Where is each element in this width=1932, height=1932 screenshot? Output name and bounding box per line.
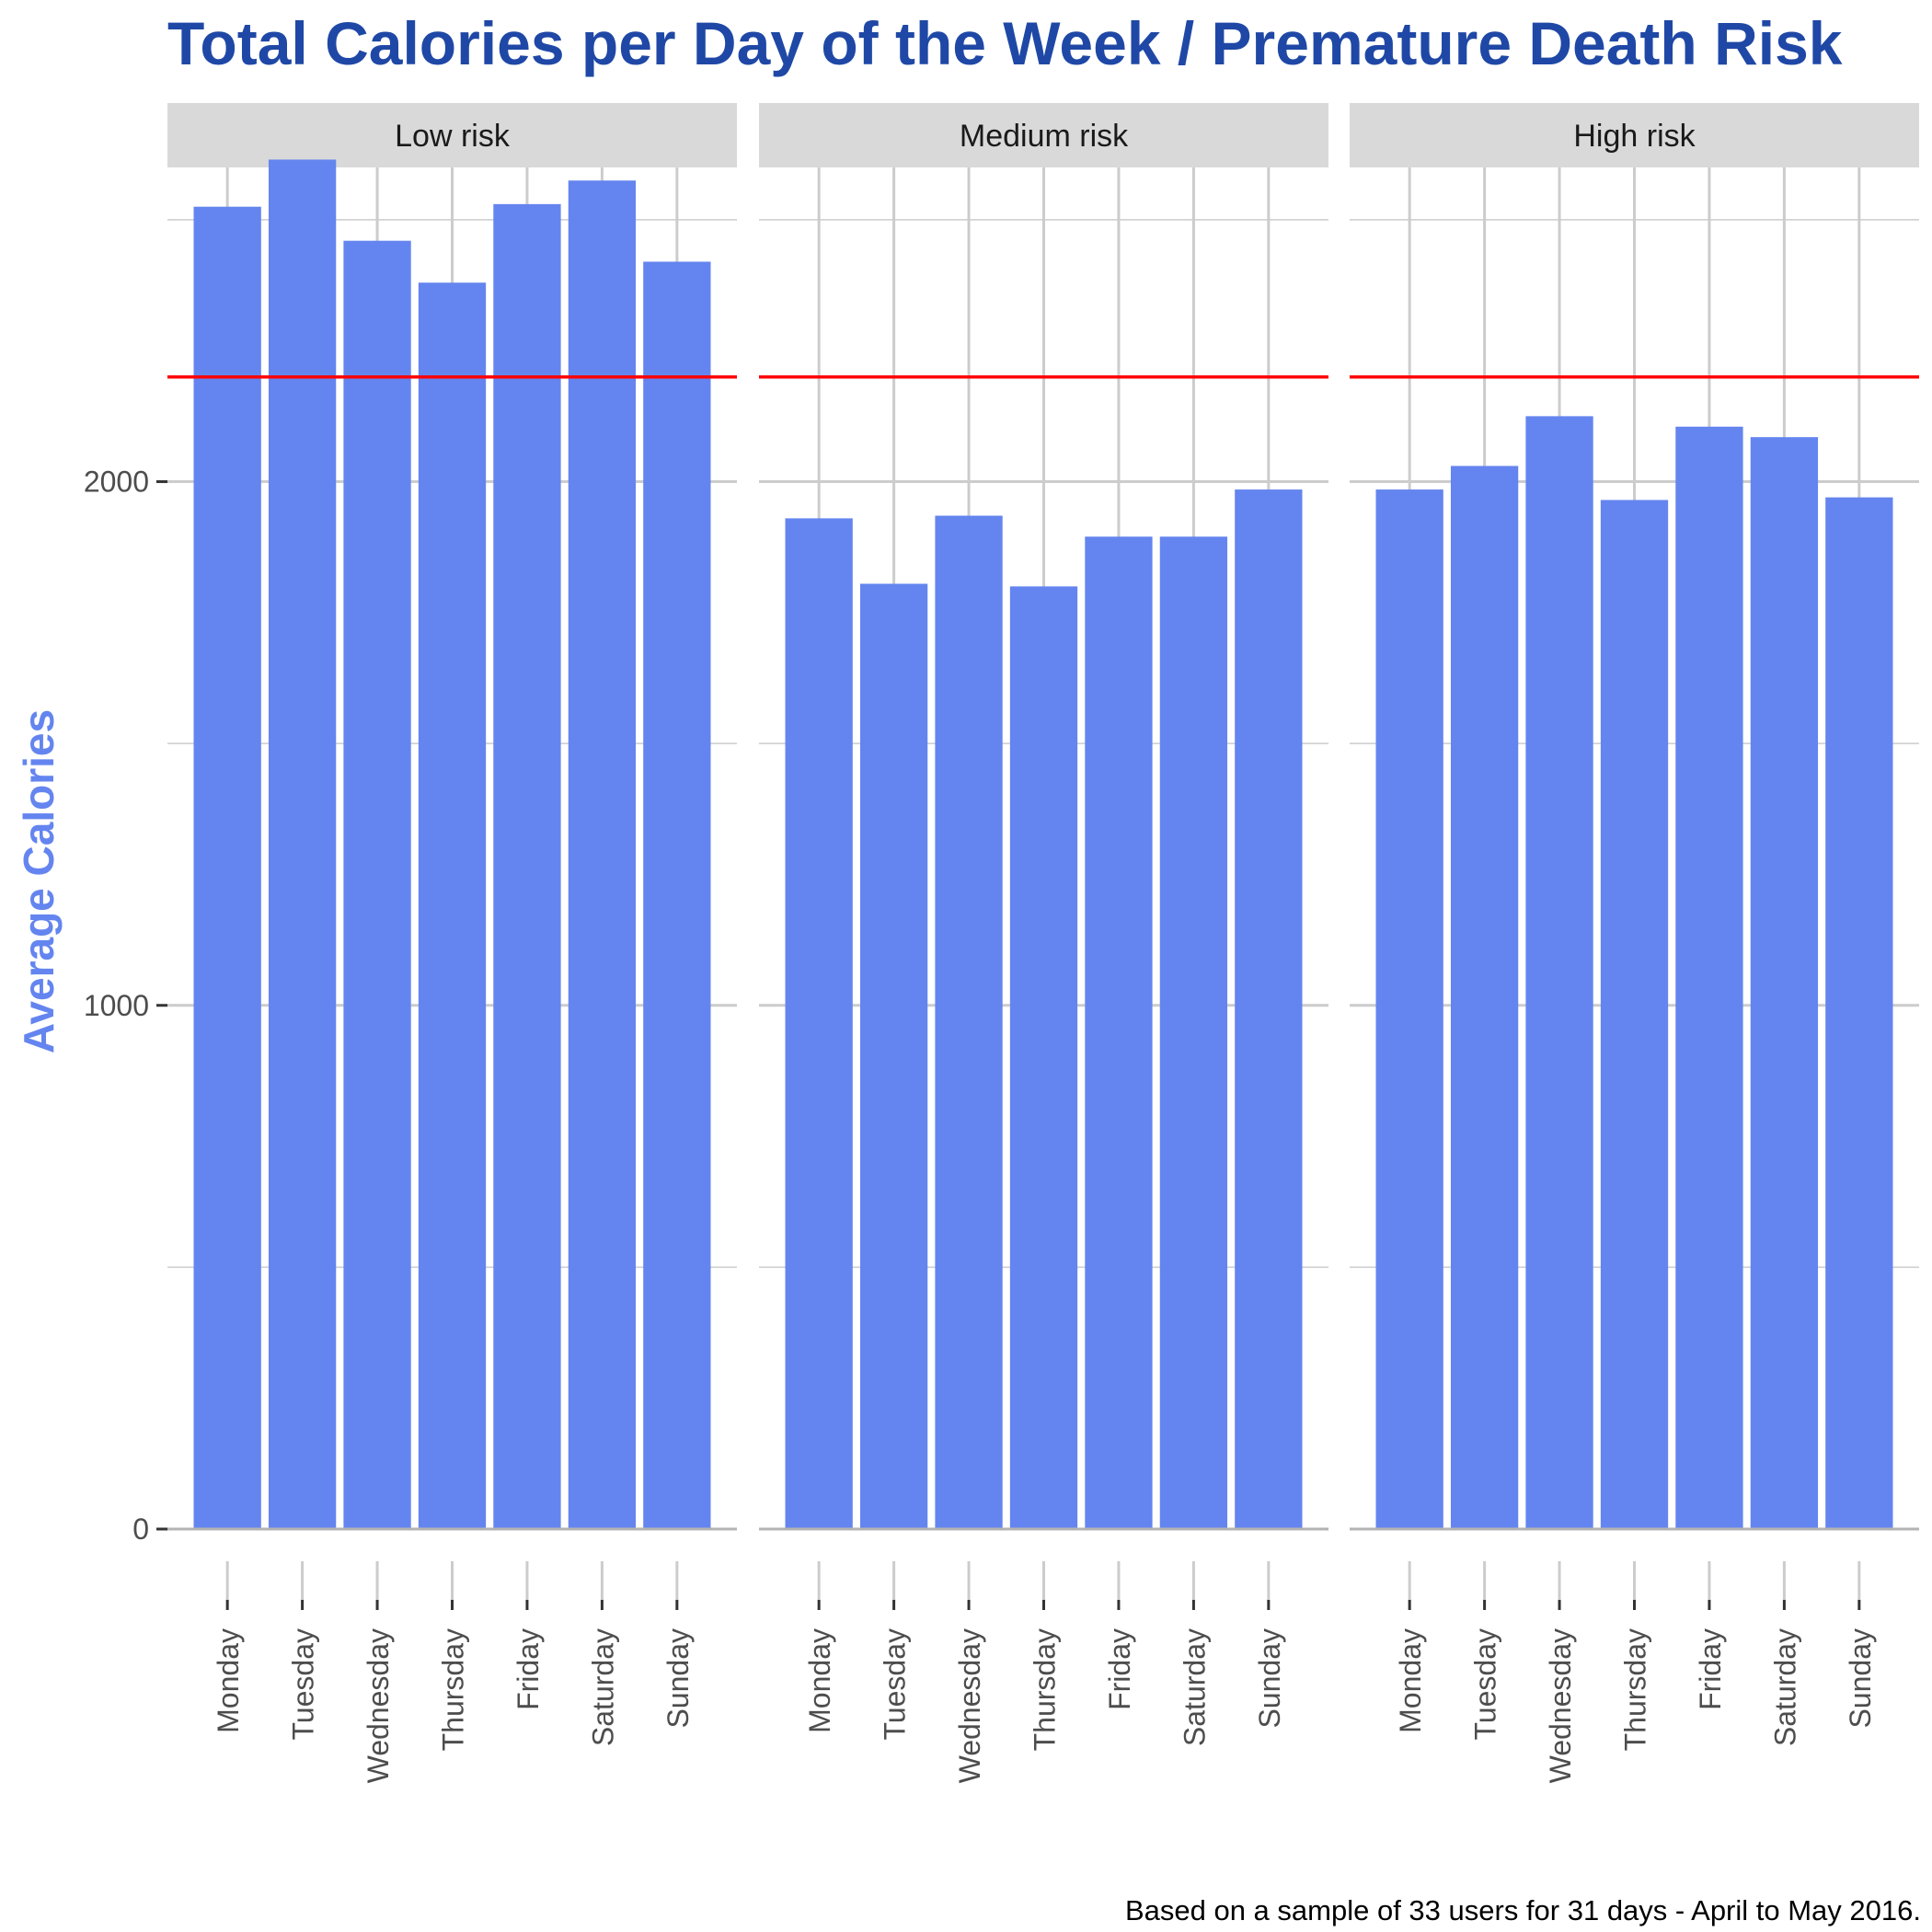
bar-saturday bbox=[1750, 437, 1819, 1530]
bar-tuesday bbox=[1450, 466, 1519, 1529]
x-tick-label: Saturday bbox=[1768, 1628, 1801, 1746]
x-tick-label: Wednesday bbox=[362, 1628, 395, 1783]
bar-monday bbox=[1375, 489, 1443, 1529]
chart-title: Total Calories per Day of the Week / Pre… bbox=[167, 9, 1843, 77]
x-tick-label: Saturday bbox=[586, 1628, 619, 1746]
y-tick-label: 2000 bbox=[84, 466, 149, 499]
x-tick-label: Friday bbox=[1694, 1628, 1727, 1710]
x-tick-label: Wednesday bbox=[1544, 1628, 1577, 1783]
facet-panels: Low risk Monday Tuesday Wednesday Thursday Fr… bbox=[167, 103, 1919, 1783]
x-tick-label: Tuesday bbox=[1469, 1628, 1502, 1741]
bar-friday bbox=[493, 203, 561, 1529]
x-tick-label: Monday bbox=[212, 1628, 245, 1733]
facet-strip-label: Low risk bbox=[395, 119, 511, 154]
x-tick-label: Sunday bbox=[1844, 1628, 1877, 1729]
facet-strip-label: Medium risk bbox=[960, 119, 1129, 154]
facet-panel-0: Low risk Monday Tuesday Wednesday Thursday Fr… bbox=[167, 103, 737, 1783]
bar-friday bbox=[1675, 426, 1743, 1529]
facet-panel-2: High risk Monday Tuesday Wednesday Thursday F… bbox=[1350, 103, 1919, 1783]
x-tick-label: Tuesday bbox=[879, 1628, 912, 1741]
y-tick-label: 1000 bbox=[84, 989, 149, 1022]
x-tick-label: Monday bbox=[1394, 1628, 1427, 1733]
y-tick-label: 0 bbox=[132, 1512, 149, 1546]
x-tick-label: Friday bbox=[1103, 1628, 1136, 1710]
facet-strip-label: High risk bbox=[1573, 119, 1696, 154]
x-tick-label: Monday bbox=[803, 1628, 836, 1733]
x-tick-label: Friday bbox=[512, 1628, 545, 1710]
facet-strip bbox=[759, 103, 1328, 167]
chart-caption: Based on a sample of 33 users for 31 day… bbox=[1125, 1894, 1921, 1926]
bar-tuesday bbox=[859, 583, 928, 1529]
bar-thursday bbox=[418, 282, 487, 1530]
facet-strip bbox=[1350, 103, 1919, 167]
x-tick-label: Sunday bbox=[1253, 1628, 1286, 1729]
x-tick-label: Saturday bbox=[1178, 1628, 1211, 1746]
x-tick-label: Sunday bbox=[661, 1628, 695, 1729]
facet-panel-1: Medium risk Monday Tuesday Wednesday Thursda… bbox=[759, 103, 1328, 1783]
bar-wednesday bbox=[343, 240, 411, 1529]
x-tick-label: Wednesday bbox=[953, 1628, 986, 1783]
bar-sunday bbox=[1825, 497, 1893, 1529]
y-axis: 0 1000 2000 bbox=[84, 466, 167, 1546]
y-axis-label: Average Calories bbox=[15, 709, 63, 1053]
x-tick-label: Thursday bbox=[1619, 1628, 1652, 1751]
bar-tuesday bbox=[268, 159, 337, 1529]
bar-friday bbox=[1085, 536, 1153, 1530]
bar-thursday bbox=[1009, 586, 1078, 1529]
facet-strip bbox=[167, 103, 737, 167]
bar-sunday bbox=[643, 261, 711, 1529]
x-tick-label: Thursday bbox=[437, 1628, 470, 1751]
bar-saturday bbox=[1159, 536, 1228, 1530]
bar-monday bbox=[193, 206, 261, 1530]
bar-thursday bbox=[1600, 500, 1669, 1529]
x-tick-label: Tuesday bbox=[287, 1628, 320, 1741]
bar-monday bbox=[785, 518, 853, 1529]
bar-sunday bbox=[1235, 489, 1303, 1529]
bar-saturday bbox=[568, 180, 637, 1530]
x-tick-label: Thursday bbox=[1029, 1628, 1062, 1751]
bar-wednesday bbox=[1525, 416, 1593, 1529]
bar-wednesday bbox=[935, 515, 1003, 1529]
